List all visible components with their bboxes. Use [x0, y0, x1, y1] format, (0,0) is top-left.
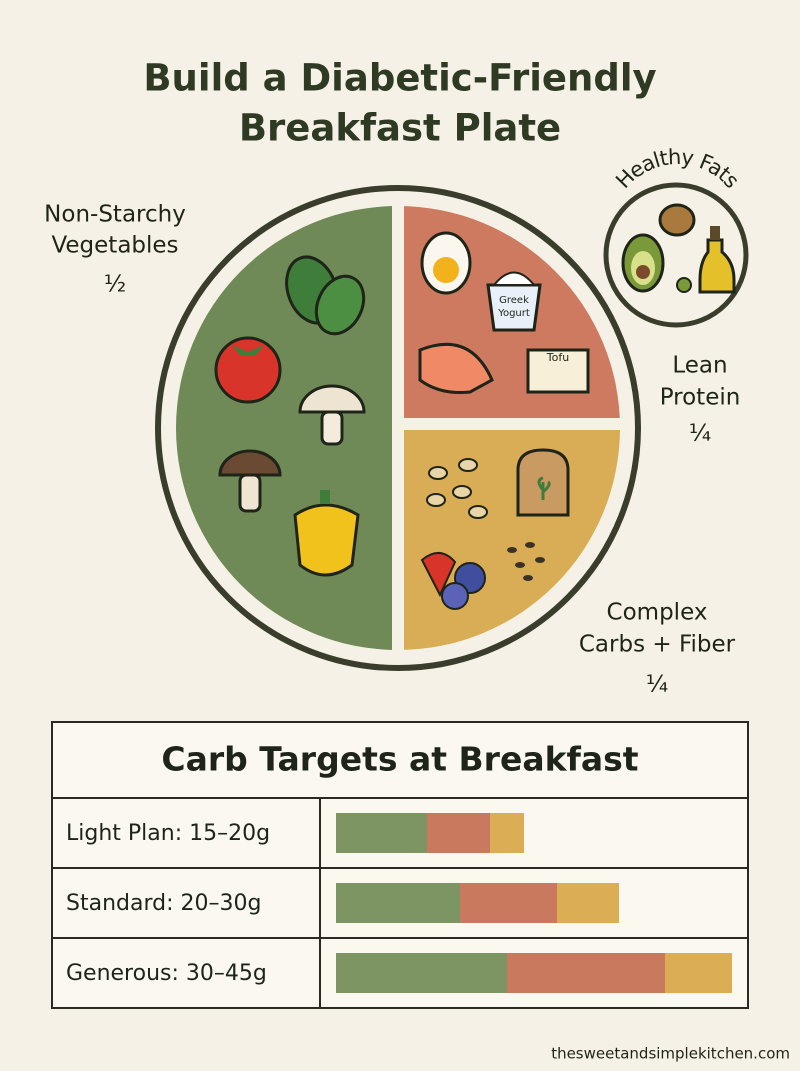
- seeds-part: [515, 562, 525, 568]
- toast: [516, 448, 570, 517]
- bar-part: [336, 953, 507, 993]
- portion-label: ¼: [646, 672, 668, 698]
- bar: [336, 883, 619, 923]
- portion-label: ½: [104, 272, 126, 298]
- seeds-part: [535, 557, 545, 563]
- bar: [336, 813, 524, 853]
- healthy-fats-part: [636, 265, 650, 279]
- row-label: Standard: 20–30g: [66, 891, 261, 916]
- mushroom: [218, 449, 282, 513]
- bar-part: [665, 953, 732, 993]
- egg: [420, 231, 472, 295]
- title-line: Breakfast Plate: [239, 107, 561, 150]
- healthy-fats-part: [676, 277, 692, 293]
- bell-pepper-part: [293, 503, 360, 577]
- section-label: Complex: [607, 600, 708, 626]
- mushroom: [298, 384, 366, 446]
- section-label: Vegetables: [51, 233, 178, 259]
- seeds-part: [507, 547, 517, 553]
- section-label: Carbs + Fiber: [579, 632, 736, 658]
- bar-part: [427, 813, 490, 853]
- salmon: [418, 342, 494, 394]
- healthy-fats-part: [658, 203, 696, 237]
- bar-part: [460, 883, 557, 923]
- portion-label: ¼: [689, 421, 711, 447]
- yogurt-part: [491, 271, 537, 286]
- healthy-fats-part: [710, 226, 720, 240]
- tomato: [214, 336, 282, 404]
- oats: [426, 458, 488, 519]
- tofu: Tofu: [526, 348, 590, 394]
- bell-pepper: [293, 490, 360, 577]
- tomato-part: [232, 345, 264, 355]
- bar-part: [336, 813, 427, 853]
- section-label: Protein: [660, 385, 741, 411]
- egg-part: [433, 257, 459, 283]
- row-label: Light Plan: 15–20g: [66, 821, 270, 846]
- berries-part: [441, 582, 469, 610]
- seeds: [507, 542, 545, 581]
- bar: [336, 953, 732, 993]
- row-label: Generous: 30–45g: [66, 961, 267, 986]
- food-label: Tofu: [546, 351, 569, 364]
- bar-part: [557, 883, 619, 923]
- spinach: [285, 255, 366, 336]
- bell-pepper-part: [320, 490, 330, 504]
- food-label: Yogurt: [497, 308, 530, 319]
- seeds-part: [525, 542, 535, 548]
- section-label: Lean: [672, 353, 727, 379]
- mushroom-part: [238, 473, 262, 513]
- spinach-part: [314, 274, 366, 336]
- toast-part: [537, 476, 551, 500]
- oats-part: [428, 466, 448, 480]
- berries: [420, 552, 486, 610]
- tomato-part: [214, 336, 282, 404]
- mushroom-part: [218, 449, 282, 477]
- mushroom-part: [298, 384, 366, 414]
- section-label: Non-Starchy: [44, 202, 186, 228]
- table-title: Carb Targets at Breakfast: [161, 740, 638, 779]
- carb-table: Carb Targets at Breakfast Light Plan: 15…: [51, 721, 749, 1009]
- title-line: Build a Diabetic-Friendly: [143, 57, 656, 100]
- oats-part: [458, 458, 478, 472]
- bar-part: [507, 953, 665, 993]
- berries-part: [420, 552, 457, 598]
- food-label: Greek: [499, 295, 529, 306]
- healthy-fats-part: [698, 238, 736, 294]
- seeds-part: [523, 575, 533, 581]
- oats-part: [452, 485, 472, 499]
- salmon-part: [418, 342, 494, 394]
- footer: thesweetandsimplekitchen.com: [551, 1045, 790, 1063]
- mushroom-part: [320, 410, 344, 446]
- oats-part: [468, 505, 488, 519]
- bar-part: [490, 813, 524, 853]
- oats-part: [426, 493, 446, 507]
- bar-part: [336, 883, 460, 923]
- yogurt: Greek Yogurt: [486, 271, 542, 332]
- tofu-part: [526, 348, 590, 394]
